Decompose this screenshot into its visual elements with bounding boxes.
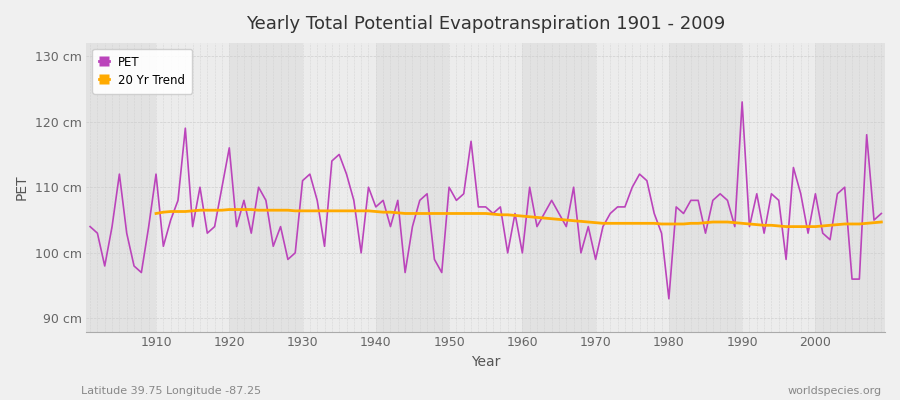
X-axis label: Year: Year [471,355,500,369]
20 Yr Trend [876,220,886,224]
PET [304,172,315,176]
Bar [522,43,596,332]
PET [737,100,748,104]
Bar [742,43,815,332]
PET [605,211,616,216]
Y-axis label: PET: PET [15,174,29,200]
20 Yr Trend [327,208,338,213]
20 Yr Trend [150,211,161,216]
Bar [596,43,669,332]
Bar [83,43,156,332]
Text: worldspecies.org: worldspecies.org [788,386,882,396]
Line: 20 Yr Trend: 20 Yr Trend [156,210,881,227]
PET [85,224,95,229]
20 Yr Trend [780,224,791,229]
PET [348,198,359,203]
20 Yr Trend [532,215,543,220]
PET [517,250,527,255]
Bar [302,43,376,332]
Legend: PET, 20 Yr Trend: PET, 20 Yr Trend [93,49,193,94]
Bar [376,43,449,332]
Title: Yearly Total Potential Evapotranspiration 1901 - 2009: Yearly Total Potential Evapotranspiratio… [246,15,725,33]
20 Yr Trend [224,207,235,212]
Bar [156,43,230,332]
20 Yr Trend [590,220,601,225]
PET [663,296,674,301]
PET [143,224,154,229]
Bar [230,43,302,332]
Line: PET: PET [90,102,881,299]
Text: Latitude 39.75 Longitude -87.25: Latitude 39.75 Longitude -87.25 [81,386,261,396]
20 Yr Trend [854,222,865,226]
20 Yr Trend [832,222,842,227]
Bar [449,43,522,332]
PET [509,211,520,216]
PET [876,211,886,216]
Bar [669,43,742,332]
20 Yr Trend [297,208,308,213]
Bar [815,43,888,332]
